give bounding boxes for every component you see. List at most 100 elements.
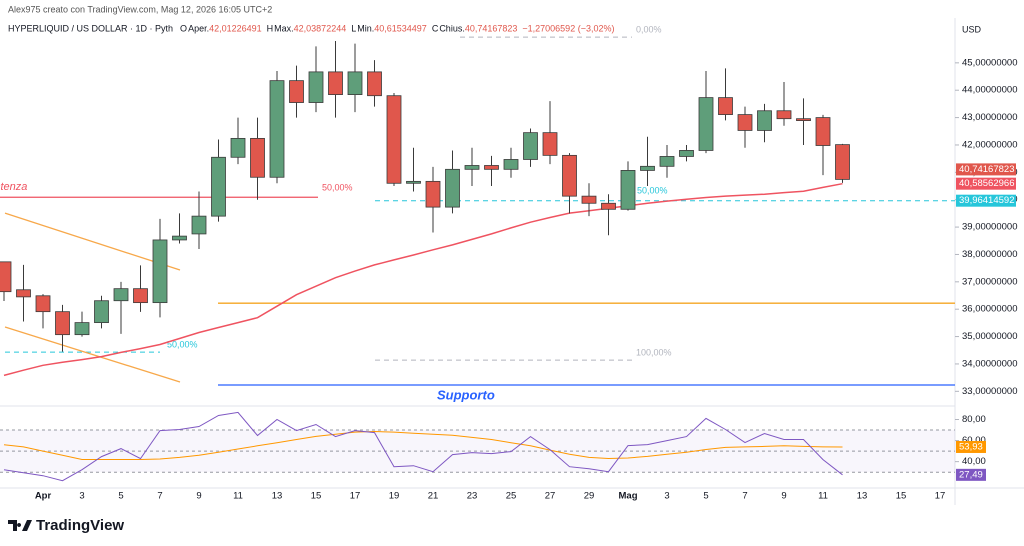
price-badge-label: 40,58562966: [959, 178, 1014, 189]
candle-body: [620, 170, 636, 210]
candle-body: [659, 156, 675, 167]
y-tick-label: 33,00000000: [962, 386, 1017, 397]
ohlc-key: H: [267, 23, 274, 33]
trend-line: [4, 212, 181, 271]
x-tick-label: 7: [157, 491, 162, 502]
candle-body: [835, 144, 850, 180]
candle-body: [0, 261, 12, 293]
annotation: 50,00%: [637, 185, 668, 195]
y-tick-label: 37,00000000: [962, 276, 1017, 287]
candle-body: [152, 239, 168, 304]
ohlc-key: L: [351, 23, 356, 33]
currency: USD: [962, 24, 982, 34]
x-tick-label: 15: [311, 491, 322, 502]
x-tick-label: 29: [584, 491, 595, 502]
x-tick-label: 11: [818, 491, 828, 502]
candle-body: [464, 165, 480, 170]
y-tick-label: 35,00000000: [962, 331, 1017, 342]
annotation: Supporto: [437, 387, 495, 402]
logo-icon: [8, 520, 32, 531]
ohlc-label: Aper.: [188, 23, 209, 33]
price-badge: [956, 177, 1016, 190]
candle-body: [503, 159, 519, 170]
logo: TradingView: [8, 517, 124, 534]
y-tick-label: 38,00000000: [962, 249, 1017, 260]
y-tick-label: 40,00: [962, 456, 986, 467]
x-tick-label: Mag: [619, 491, 638, 502]
rsi-badge-label: 27,49: [959, 469, 983, 480]
candle-body: [523, 132, 538, 160]
rsi-badge: [956, 468, 986, 481]
y-tick-label: 43,00000000: [962, 112, 1017, 123]
rsi-badge-label: 53,93: [959, 441, 983, 452]
moving-average: [3, 182, 843, 377]
candle-body: [757, 110, 772, 131]
candle-body: [308, 71, 324, 103]
candle-body: [542, 132, 558, 156]
candle-body: [35, 295, 51, 313]
ohlc-key: C: [432, 23, 439, 33]
x-tick-label: 17: [935, 491, 946, 502]
rsi-badge: [956, 440, 986, 453]
ohlc-label: Max.: [274, 23, 294, 33]
x-tick-label: Apr: [35, 491, 52, 502]
ohlc-key: O: [180, 23, 187, 33]
candle-body: [211, 156, 226, 217]
y-tick-label: 45,00000000: [962, 57, 1017, 68]
x-tick-label: 7: [742, 491, 747, 502]
rsi-line: [3, 430, 843, 460]
price-badge-label: 40,74167823: [959, 164, 1014, 175]
x-tick-label: 25: [506, 491, 517, 502]
trend-line: [4, 326, 181, 383]
candle-body: [698, 97, 714, 151]
candle-body: [191, 215, 207, 235]
x-tick-label: 9: [196, 491, 201, 502]
annotation: 100,00%: [636, 347, 672, 357]
price-badge: [956, 194, 1016, 207]
x-tick-label: 9: [781, 491, 786, 502]
candle-body: [718, 97, 733, 115]
y-tick-label: 39,00000000: [962, 222, 1017, 233]
candle-body: [386, 95, 402, 184]
x-tick-label: 27: [545, 491, 556, 502]
ohlc-value: 42,03872244: [294, 23, 347, 33]
annotation: 0,00%: [636, 24, 662, 34]
ohlc-value: 40,61534497: [374, 23, 427, 33]
candle-body: [796, 118, 811, 122]
candle-body: [640, 165, 655, 171]
candle-body: [737, 114, 753, 131]
candle-body: [133, 288, 148, 304]
candle-body: [367, 71, 382, 97]
candle-body: [74, 322, 90, 336]
x-tick-label: 21: [428, 491, 439, 502]
rsi-line: [3, 411, 843, 482]
candle-body: [250, 137, 265, 178]
ohlc-label: Min.: [357, 23, 374, 33]
x-tick-label: 5: [703, 491, 708, 502]
candle-body: [289, 80, 304, 103]
candle-body: [445, 168, 460, 208]
candle-body: [815, 117, 831, 146]
x-tick-label: 13: [272, 491, 283, 502]
ohlc-value: 42,01226491: [209, 23, 262, 33]
y-tick-label: 44,00000000: [962, 85, 1017, 96]
author-line: Alex975 creato con TradingView.com, Mag …: [8, 4, 272, 14]
candle-body: [581, 195, 597, 204]
x-tick-label: 13: [857, 491, 868, 502]
candle-body: [562, 154, 577, 197]
x-tick-label: 15: [896, 491, 907, 502]
candle-body: [347, 71, 363, 95]
x-tick-label: 19: [389, 491, 400, 502]
y-tick-label: 34,00000000: [962, 358, 1017, 369]
candle-body: [94, 300, 109, 324]
x-tick-label: 5: [118, 491, 123, 502]
candle-body: [776, 110, 792, 120]
logo-text: TradingView: [36, 517, 124, 534]
annotation: 50,00%: [322, 182, 353, 192]
x-tick-label: 3: [664, 491, 669, 502]
x-tick-label: 17: [350, 491, 361, 502]
candle-body: [16, 289, 31, 298]
x-tick-label: 11: [233, 491, 243, 502]
